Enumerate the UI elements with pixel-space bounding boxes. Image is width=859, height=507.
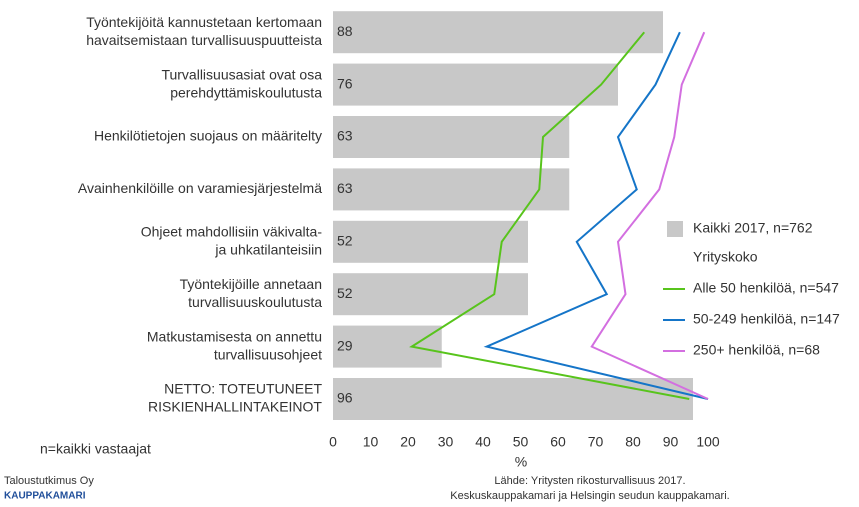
x-tick-label: 10 — [363, 434, 379, 450]
category-label: Henkilötietojen suojaus on määritelty — [94, 128, 322, 144]
bar — [333, 220, 528, 263]
category-label: havaitsemistaan turvallisuuspuutteista — [86, 32, 322, 48]
x-tick-label: 30 — [438, 434, 454, 450]
bar — [333, 325, 442, 368]
value-label: 88 — [337, 23, 353, 39]
x-tick-label: 40 — [475, 434, 491, 450]
bar — [333, 116, 570, 158]
bar — [333, 273, 528, 316]
x-tick-label: 20 — [400, 434, 416, 450]
x-tick-label: 70 — [588, 434, 604, 450]
logo-text: Taloustutkimus Oy — [4, 475, 94, 487]
legend-label: 250+ henkilöä, n=68 — [693, 342, 820, 358]
bar — [333, 378, 693, 420]
category-label: Avainhenkilöille on varamiesjärjestelmä — [78, 180, 322, 196]
note: n=kaikki vastaajat — [40, 441, 151, 457]
category-label: turvallisuuskoulutusta — [188, 294, 322, 310]
legend-label: Kaikki 2017, n=762 — [693, 220, 813, 236]
value-label: 76 — [337, 75, 353, 91]
legend-title: Yrityskoko — [693, 249, 758, 265]
line — [590, 31, 709, 400]
value-label: 96 — [337, 390, 353, 406]
category-label: NETTO: TOTEUTUNEET — [164, 381, 322, 397]
category-label: Matkustamisesta on annettu — [147, 328, 322, 344]
value-label: 63 — [337, 180, 353, 196]
category-label: Työntekijöitä kannustetaan kertomaan — [86, 14, 322, 30]
category-label: Työntekijöille annetaan — [180, 276, 322, 292]
bar — [333, 63, 618, 106]
category-label: turvallisuusohjeet — [214, 346, 322, 362]
x-tick-label: 60 — [550, 434, 566, 450]
x-tick-label: 90 — [663, 434, 679, 450]
category-label: Ohjeet mahdollisiin väkivalta- — [141, 224, 323, 240]
logo-text: KAUPPAKAMARI — [4, 491, 86, 502]
category-label: Turvallisuusasiat ovat osa — [161, 66, 322, 82]
value-label: 52 — [337, 285, 353, 301]
source: Keskuskauppakamari ja Helsingin seudun k… — [450, 490, 729, 502]
legend-label: 50-249 henkilöä, n=147 — [693, 311, 840, 327]
line — [483, 31, 709, 400]
source: Lähde: Yritysten rikosturvallisuus 2017. — [494, 475, 685, 487]
legend-swatch — [667, 221, 683, 237]
value-label: 29 — [337, 337, 353, 353]
bar — [333, 11, 663, 54]
category-label: ja uhkatilanteisiin — [214, 242, 322, 258]
category-label: perehdyttämiskoulutusta — [170, 84, 322, 100]
legend-label: Alle 50 henkilöä, n=547 — [693, 280, 839, 296]
x-tick-label: 100 — [696, 434, 720, 450]
x-tick-label: 80 — [625, 434, 641, 450]
category-label: RISKIENHALLINTAKEINOT — [148, 399, 322, 415]
x-tick-label: 50 — [513, 434, 529, 450]
value-label: 63 — [337, 128, 353, 144]
x-tick-label: 0 — [329, 434, 337, 450]
x-axis-label: % — [515, 454, 527, 470]
line — [409, 31, 690, 400]
value-label: 52 — [337, 233, 353, 249]
bar — [333, 168, 570, 211]
